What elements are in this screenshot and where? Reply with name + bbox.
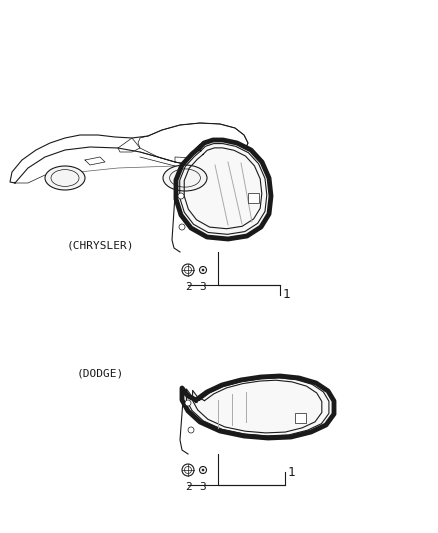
Circle shape [199,266,206,273]
Text: 3: 3 [200,482,206,492]
Text: 1: 1 [288,465,296,479]
Text: 2: 2 [185,282,191,292]
Text: 3: 3 [200,282,206,292]
Ellipse shape [45,166,85,190]
Circle shape [178,193,184,199]
Circle shape [202,469,204,471]
Text: (CHRYSLER): (CHRYSLER) [66,240,134,250]
Text: 1: 1 [283,288,290,302]
Bar [295,413,306,423]
Circle shape [182,264,194,276]
Circle shape [202,269,204,271]
Bar [248,193,259,203]
Polygon shape [176,140,271,239]
Circle shape [179,224,185,230]
Ellipse shape [163,165,207,191]
Circle shape [185,400,191,406]
Circle shape [182,464,194,476]
Circle shape [199,466,206,473]
Polygon shape [182,376,334,438]
Text: (DODGE): (DODGE) [76,368,124,378]
Text: 2: 2 [185,482,191,492]
Circle shape [188,427,194,433]
